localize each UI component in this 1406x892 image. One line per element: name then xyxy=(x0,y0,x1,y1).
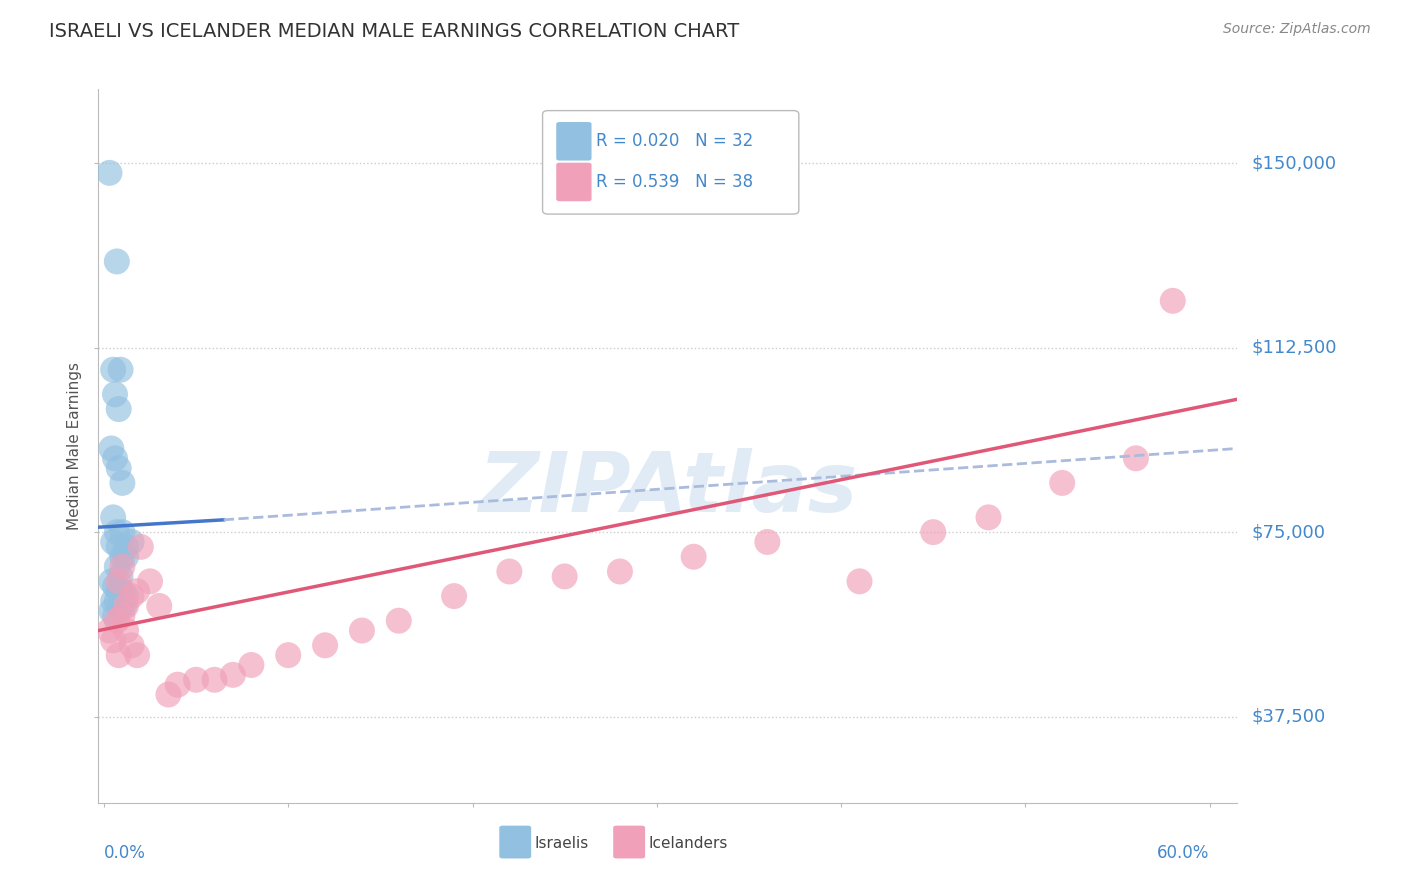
Point xyxy=(115,589,138,603)
Point xyxy=(101,633,124,648)
Point xyxy=(121,589,143,603)
Point xyxy=(105,614,128,628)
Point xyxy=(121,638,143,652)
Point xyxy=(157,688,180,702)
Point xyxy=(609,565,631,579)
Point xyxy=(977,510,1000,524)
Point xyxy=(922,525,945,540)
Point xyxy=(111,475,134,490)
Point xyxy=(240,658,263,673)
Point xyxy=(111,525,134,540)
Point xyxy=(314,638,336,652)
Point xyxy=(111,559,134,574)
Point xyxy=(350,624,373,638)
Point xyxy=(554,569,576,583)
Point xyxy=(98,166,121,180)
Text: Israelis: Israelis xyxy=(534,836,589,851)
Point xyxy=(107,584,129,599)
Point xyxy=(101,510,124,524)
Point xyxy=(756,535,779,549)
Point xyxy=(498,565,520,579)
Point xyxy=(100,442,122,456)
Text: $75,000: $75,000 xyxy=(1251,523,1326,541)
Point xyxy=(127,648,149,662)
Point xyxy=(1125,451,1147,466)
Point xyxy=(115,624,138,638)
Point xyxy=(111,608,134,623)
Point xyxy=(110,569,132,583)
Point xyxy=(127,584,149,599)
Text: $112,500: $112,500 xyxy=(1251,339,1337,357)
Point xyxy=(1050,475,1073,490)
Point xyxy=(101,594,124,608)
Point xyxy=(107,402,129,417)
Text: $150,000: $150,000 xyxy=(1251,154,1336,172)
Point xyxy=(110,599,132,613)
FancyBboxPatch shape xyxy=(613,826,645,858)
FancyBboxPatch shape xyxy=(557,122,592,161)
Point xyxy=(443,589,465,603)
Point xyxy=(148,599,170,613)
Point xyxy=(105,559,128,574)
Point xyxy=(107,540,129,554)
FancyBboxPatch shape xyxy=(499,826,531,858)
Text: ZIPAtlas: ZIPAtlas xyxy=(478,449,858,529)
Point xyxy=(277,648,299,662)
Point xyxy=(115,540,138,554)
Point xyxy=(129,540,152,554)
Point xyxy=(98,624,121,638)
Point xyxy=(682,549,704,564)
FancyBboxPatch shape xyxy=(543,111,799,214)
Point xyxy=(139,574,162,589)
Text: R = 0.539   N = 38: R = 0.539 N = 38 xyxy=(596,173,754,191)
Point xyxy=(110,362,132,376)
Text: Icelanders: Icelanders xyxy=(648,836,728,851)
FancyBboxPatch shape xyxy=(557,162,592,202)
Point xyxy=(107,574,129,589)
Point xyxy=(388,614,411,628)
Point xyxy=(115,549,138,564)
Point xyxy=(101,362,124,376)
Point xyxy=(101,535,124,549)
Text: 0.0%: 0.0% xyxy=(104,845,146,863)
Point xyxy=(100,574,122,589)
Point xyxy=(107,461,129,475)
Point xyxy=(112,599,135,613)
Point xyxy=(121,535,143,549)
Point xyxy=(166,678,188,692)
Text: Source: ZipAtlas.com: Source: ZipAtlas.com xyxy=(1223,22,1371,37)
Point xyxy=(100,604,122,618)
Text: 60.0%: 60.0% xyxy=(1157,845,1209,863)
Point xyxy=(107,648,129,662)
Text: $37,500: $37,500 xyxy=(1251,707,1326,726)
Point xyxy=(848,574,870,589)
Point xyxy=(1161,293,1184,308)
Point xyxy=(111,549,134,564)
Point xyxy=(115,599,138,613)
Text: ISRAELI VS ICELANDER MEDIAN MALE EARNINGS CORRELATION CHART: ISRAELI VS ICELANDER MEDIAN MALE EARNING… xyxy=(49,22,740,41)
Point xyxy=(105,525,128,540)
Point xyxy=(105,594,128,608)
Point xyxy=(104,608,127,623)
Point xyxy=(204,673,226,687)
Point xyxy=(184,673,207,687)
Point xyxy=(222,668,245,682)
Point xyxy=(104,451,127,466)
Point xyxy=(104,387,127,401)
Point xyxy=(104,579,127,593)
Point xyxy=(111,584,134,599)
Text: R = 0.020   N = 32: R = 0.020 N = 32 xyxy=(596,132,754,150)
Point xyxy=(105,254,128,268)
Y-axis label: Median Male Earnings: Median Male Earnings xyxy=(67,362,83,530)
